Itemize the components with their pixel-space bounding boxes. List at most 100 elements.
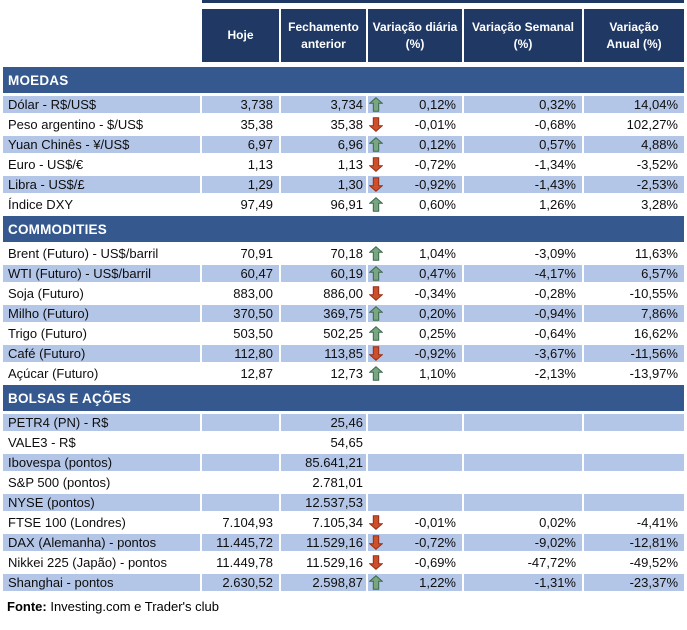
row-label: Trigo (Futuro) — [3, 325, 202, 342]
cell-hoje: 12,87 — [202, 365, 281, 382]
variacao-diaria-value: -0,69% — [414, 555, 456, 570]
cell-fechamento-anterior: 886,00 — [281, 285, 368, 302]
cell-variacao-diaria — [368, 434, 464, 451]
cell-variacao-semanal: -47,72% — [464, 554, 584, 571]
cell-variacao-anual: -13,97% — [584, 365, 684, 382]
cell-fechamento-anterior: 12.537,53 — [281, 494, 368, 511]
source-note: Fonte: Investing.com e Trader's club — [3, 599, 684, 614]
cell-variacao-anual — [584, 434, 684, 451]
row-label: Libra - US$/£ — [3, 176, 202, 193]
cell-variacao-anual: 3,28% — [584, 196, 684, 213]
cell-hoje: 2.630,52 — [202, 574, 281, 591]
variacao-diaria-value: 0,12% — [419, 137, 456, 152]
cell-hoje: 1,29 — [202, 176, 281, 193]
cell-variacao-diaria: -0,92% — [368, 176, 464, 193]
cell-variacao-diaria: 1,10% — [368, 365, 464, 382]
table-row: Café (Futuro) 112,80 113,85 -0,92% -3,67% -11… — [3, 345, 684, 362]
cell-variacao-anual: 11,63% — [584, 245, 684, 262]
row-label: Brent (Futuro) - US$/barril — [3, 245, 202, 262]
cell-hoje: 883,00 — [202, 285, 281, 302]
cell-fechamento-anterior: 369,75 — [281, 305, 368, 322]
cell-variacao-anual: 4,88% — [584, 136, 684, 153]
table-row: NYSE (pontos) 12.537,53 — [3, 494, 684, 511]
cell-hoje — [202, 434, 281, 451]
cell-fechamento-anterior: 85.641,21 — [281, 454, 368, 471]
cell-variacao-diaria: 0,25% — [368, 325, 464, 342]
section-header-moedas: MOEDAS — [3, 67, 684, 93]
cell-fechamento-anterior: 7.105,34 — [281, 514, 368, 531]
variacao-diaria-value: -0,92% — [414, 177, 456, 192]
row-label: Nikkei 225 (Japão) - pontos — [3, 554, 202, 571]
cell-variacao-semanal: -0,68% — [464, 116, 584, 133]
table-row: Peso argentino - $/US$ 35,38 35,38 -0,01% -0… — [3, 116, 684, 133]
up-arrow-icon — [369, 137, 383, 152]
cell-variacao-anual — [584, 454, 684, 471]
cell-fechamento-anterior: 12,73 — [281, 365, 368, 382]
cell-variacao-semanal: 0,32% — [464, 96, 584, 113]
cell-hoje: 11.445,72 — [202, 534, 281, 551]
cell-fechamento-anterior: 96,91 — [281, 196, 368, 213]
cell-variacao-anual: 7,86% — [584, 305, 684, 322]
cell-hoje: 35,38 — [202, 116, 281, 133]
table-row: Shanghai - pontos 2.630,52 2.598,87 1,22% -1… — [3, 574, 684, 591]
down-arrow-icon — [369, 515, 383, 530]
cell-variacao-diaria: 1,04% — [368, 245, 464, 262]
row-label: DAX (Alemanha) - pontos — [3, 534, 202, 551]
cell-variacao-semanal: -3,09% — [464, 245, 584, 262]
cell-variacao-anual: -12,81% — [584, 534, 684, 551]
section-header-commodities: COMMODITIES — [3, 216, 684, 242]
row-label: S&P 500 (pontos) — [3, 474, 202, 491]
cell-variacao-diaria: -0,34% — [368, 285, 464, 302]
cell-variacao-anual: 102,27% — [584, 116, 684, 133]
cell-variacao-semanal: -9,02% — [464, 534, 584, 551]
cell-variacao-anual: -4,41% — [584, 514, 684, 531]
row-label: Yuan Chinês - ¥/US$ — [3, 136, 202, 153]
cell-fechamento-anterior: 3,734 — [281, 96, 368, 113]
table-row: Trigo (Futuro) 503,50 502,25 0,25% -0,64% 16,… — [3, 325, 684, 342]
cell-variacao-diaria: -0,69% — [368, 554, 464, 571]
cell-variacao-diaria: -0,72% — [368, 156, 464, 173]
cell-variacao-semanal — [464, 474, 584, 491]
down-arrow-icon — [369, 157, 383, 172]
table-row: Açúcar (Futuro) 12,87 12,73 1,10% -2,13% -13,… — [3, 365, 684, 382]
row-label: Açúcar (Futuro) — [3, 365, 202, 382]
cell-hoje: 3,738 — [202, 96, 281, 113]
up-arrow-icon — [369, 97, 383, 112]
cell-variacao-anual: 16,62% — [584, 325, 684, 342]
cell-variacao-diaria: 0,47% — [368, 265, 464, 282]
table-row: Soja (Futuro) 883,00 886,00 -0,34% -0,28% -10… — [3, 285, 684, 302]
cell-variacao-diaria: -0,92% — [368, 345, 464, 362]
cell-hoje: 6,97 — [202, 136, 281, 153]
cell-hoje: 70,91 — [202, 245, 281, 262]
row-label: VALE3 - R$ — [3, 434, 202, 451]
variacao-diaria-value: -0,92% — [414, 346, 456, 361]
up-arrow-icon — [369, 246, 383, 261]
up-arrow-icon — [369, 266, 383, 281]
cell-variacao-anual — [584, 414, 684, 431]
down-arrow-icon — [369, 117, 383, 132]
variacao-diaria-value: -0,34% — [414, 286, 456, 301]
up-arrow-icon — [369, 306, 383, 321]
cell-variacao-diaria: -0,01% — [368, 514, 464, 531]
cell-variacao-diaria: 0,12% — [368, 96, 464, 113]
column-header-fechamento-anterior: Fechamento anterior — [281, 9, 368, 62]
cell-variacao-diaria — [368, 414, 464, 431]
down-arrow-icon — [369, 286, 383, 301]
column-header-variacao-anual: Variação Anual (%) — [584, 9, 684, 62]
cell-variacao-diaria: 0,20% — [368, 305, 464, 322]
down-arrow-icon — [369, 346, 383, 361]
table-top-border — [202, 0, 684, 3]
cell-variacao-diaria — [368, 454, 464, 471]
cell-hoje: 11.449,78 — [202, 554, 281, 571]
cell-variacao-anual: -23,37% — [584, 574, 684, 591]
cell-variacao-semanal — [464, 434, 584, 451]
table-row: Dólar - R$/US$ 3,738 3,734 0,12% 0,32% 14,04% — [3, 96, 684, 113]
cell-variacao-semanal: 1,26% — [464, 196, 584, 213]
cell-variacao-diaria — [368, 474, 464, 491]
column-header-variacao-diaria: Variação diária (%) — [368, 9, 464, 62]
variacao-diaria-value: 0,25% — [419, 326, 456, 341]
cell-variacao-diaria: 0,12% — [368, 136, 464, 153]
cell-hoje — [202, 414, 281, 431]
down-arrow-icon — [369, 555, 383, 570]
variacao-diaria-value: 1,10% — [419, 366, 456, 381]
